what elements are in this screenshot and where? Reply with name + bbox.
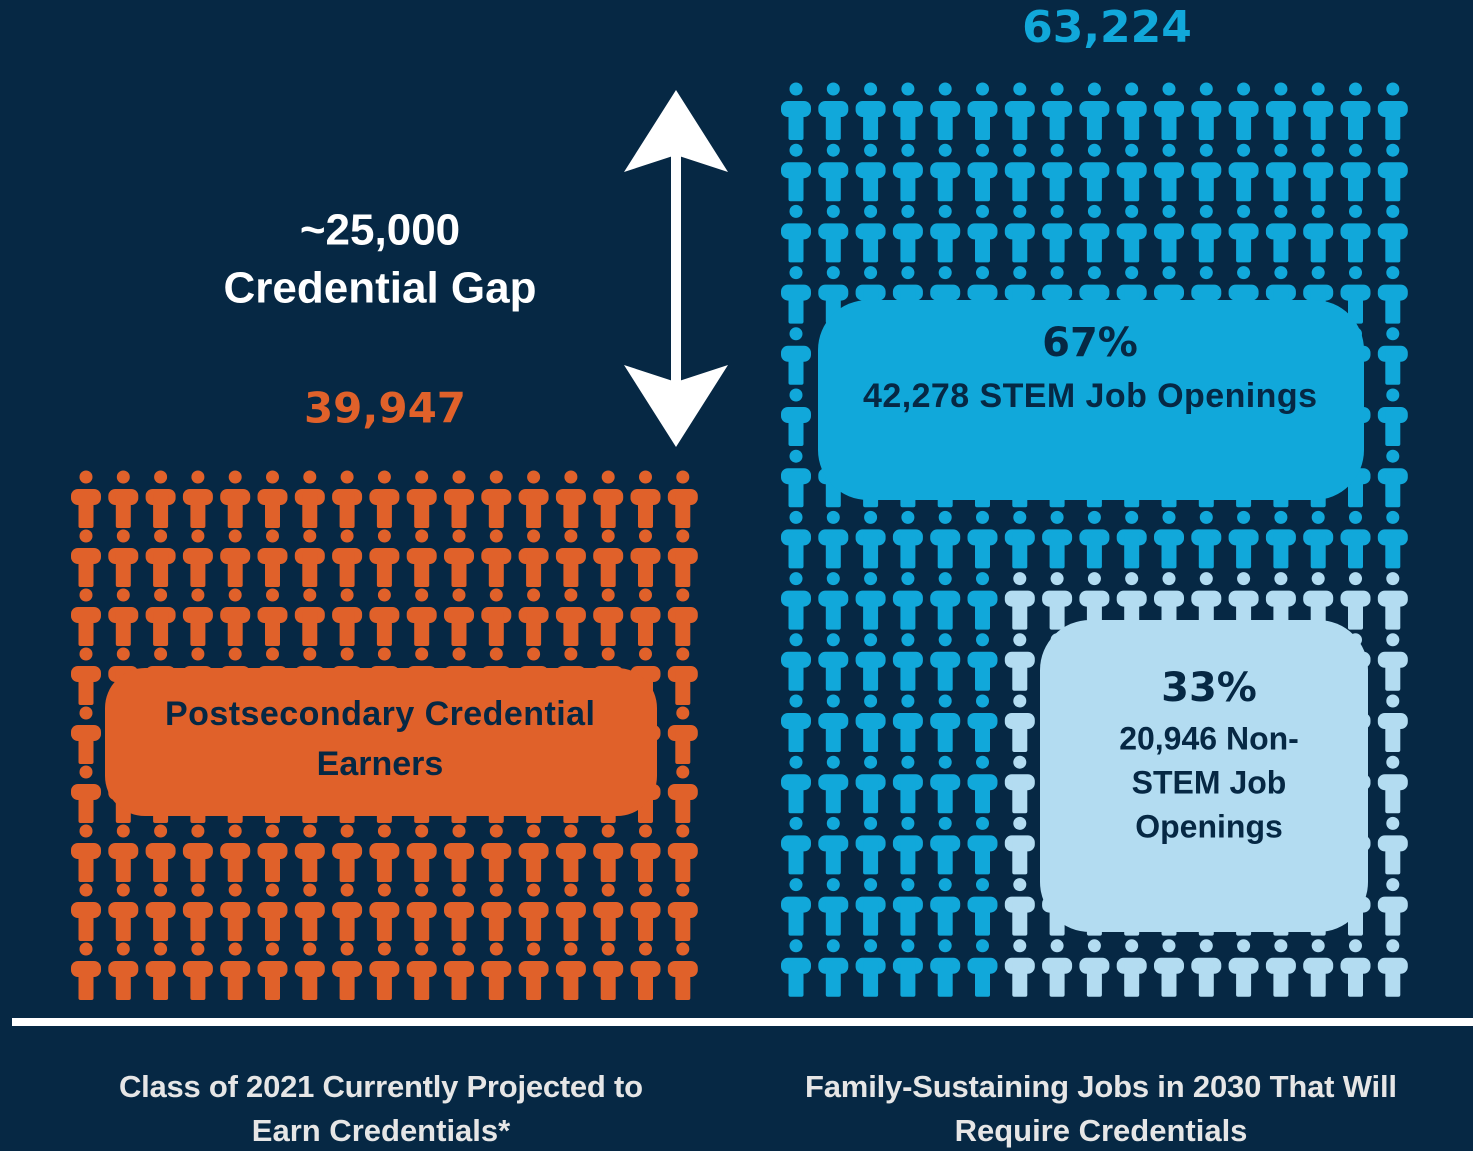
left-label: Postsecondary Credential <box>165 695 595 733</box>
left-total: 39,947 <box>304 384 466 433</box>
non-stem-label: STEM Job <box>1132 764 1287 800</box>
right-caption: Family-Sustaining Jobs in 2030 That Will <box>805 1069 1397 1104</box>
divider <box>12 1018 1473 1026</box>
non-stem-percent: 33% <box>1161 665 1257 711</box>
gap-value: ~25,000 <box>300 206 460 255</box>
stem-box <box>818 300 1364 500</box>
left-caption: Earn Credentials* <box>252 1113 511 1148</box>
stem-label: 42,278 STEM Job Openings <box>863 377 1317 415</box>
non-stem-box <box>1040 620 1368 932</box>
right-total: 63,224 <box>1022 2 1192 53</box>
gap-label: Credential Gap <box>224 264 537 313</box>
left-label: Earners <box>317 745 444 783</box>
left-caption: Class of 2021 Currently Projected to <box>119 1069 643 1104</box>
right-caption: Require Credentials <box>955 1113 1248 1148</box>
left-label-box <box>105 668 657 816</box>
gap-arrow <box>624 90 728 447</box>
non-stem-label: 20,946 Non- <box>1119 720 1299 756</box>
stem-percent: 67% <box>1042 320 1138 366</box>
non-stem-label: Openings <box>1135 808 1283 844</box>
